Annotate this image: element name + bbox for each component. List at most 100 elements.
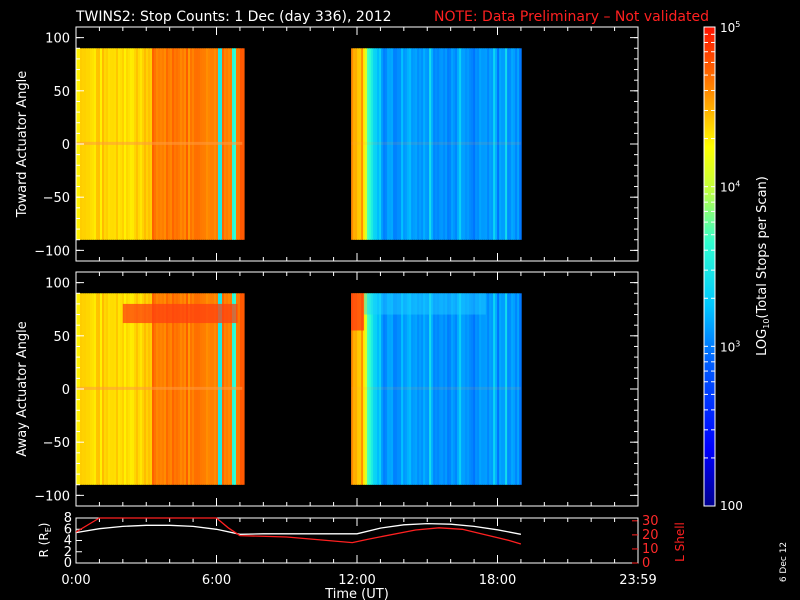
y-tick-label: 2 (64, 545, 72, 560)
heatmap-column (353, 293, 356, 485)
heatmap-column (461, 48, 464, 240)
heatmap-column (445, 293, 448, 485)
heatmap-column (439, 293, 442, 485)
y-tick-label: −50 (43, 191, 70, 206)
heatmap-column (491, 293, 494, 485)
heatmap-column (457, 293, 460, 485)
heatmap-column (475, 293, 478, 485)
zero-band (351, 386, 521, 390)
heatmap-column (455, 48, 458, 240)
heatmap-column (377, 48, 380, 240)
heatmap-column (431, 48, 434, 240)
heatmap-column (427, 48, 430, 240)
heatmap-column (501, 293, 504, 485)
heatmap-toward (76, 48, 522, 240)
heatmap-column (503, 48, 506, 240)
panel-away: 100 50 0 −50 −100 Away Actuator Angle (15, 271, 639, 507)
heatmap-column (351, 48, 354, 240)
y-tick-label: 6 (64, 522, 72, 537)
heatmap-column (519, 48, 522, 240)
heatmap-column (371, 293, 374, 485)
heatmap-column (357, 293, 360, 485)
heatmap-column (455, 293, 458, 485)
heatmap-column (395, 48, 398, 240)
heatmap-column (483, 48, 486, 240)
y-tick-label: 4 (64, 534, 72, 549)
heatmap-column (409, 48, 412, 240)
heatmap-column (445, 48, 448, 240)
heatmap-column (421, 293, 424, 485)
colorbar: 105 104 103 100 LOG10(Total Stops per Scan) (703, 20, 771, 513)
heatmap-column (365, 293, 368, 485)
heatmap-column (413, 48, 416, 240)
heatmap-column (441, 48, 444, 240)
colorbar-tick-label: 104 (720, 180, 740, 195)
heatmap-column (429, 293, 432, 485)
heatmap-column (461, 293, 464, 485)
ylabel-lshell: L Shell (673, 522, 687, 562)
heatmap-column (403, 293, 406, 485)
heatmap-column (405, 293, 408, 485)
y-tick-label: 8 (64, 511, 72, 526)
heatmap-column (467, 293, 470, 485)
heatmap-column (361, 48, 364, 240)
heatmap-column (487, 48, 490, 240)
y-tick-label: 50 (53, 330, 70, 345)
heatmap-column (411, 293, 414, 485)
heatmap-column (465, 48, 468, 240)
heatmap-column (509, 48, 512, 240)
heatmap-column (497, 293, 500, 485)
heatmap-column (387, 293, 390, 485)
heatmap-column (377, 293, 380, 485)
heatmap-column (353, 48, 356, 240)
y-tick-label-right: 10 (642, 542, 659, 557)
heatmap-column (367, 48, 370, 240)
heatmap-column (397, 48, 400, 240)
x-tick-label: 0:00 (61, 573, 90, 588)
heatmap-column (477, 293, 480, 485)
heatmap-column (421, 48, 424, 240)
heatmap-column (389, 48, 392, 240)
heatmap-column (367, 293, 370, 485)
heatmap-column (437, 293, 440, 485)
heatmap-column (519, 293, 522, 485)
heatmap-column (423, 293, 426, 485)
heatmap-column (459, 293, 462, 485)
heatmap-column (389, 293, 392, 485)
heatmap-column (507, 293, 510, 485)
y-tick-label: 0 (64, 556, 72, 571)
heatmap-column (417, 48, 420, 240)
heatmap-column (515, 293, 518, 485)
ylabel-r: R (RE) (37, 523, 53, 558)
heatmap-column (517, 293, 520, 485)
heatmap-column (443, 293, 446, 485)
heatmap-column (401, 48, 404, 240)
heatmap-column (495, 48, 498, 240)
x-tick-label: 6:00 (202, 573, 231, 588)
plot-title: TWINS2: Stop Counts: 1 Dec (day 336), 20… (75, 9, 392, 25)
heatmap-column (463, 48, 466, 240)
heatmap-column (507, 48, 510, 240)
heatmap-column (407, 293, 410, 485)
y-tick-label: 100 (45, 32, 70, 47)
heatmap-column (417, 293, 420, 485)
heatmap-column (469, 48, 472, 240)
heatmap-column (393, 48, 396, 240)
zero-band (351, 141, 521, 145)
heatmap-column (493, 293, 496, 485)
heatmap-column (391, 48, 394, 240)
heatmap-column (355, 293, 358, 485)
heatmap-column (375, 293, 378, 485)
colorbar-tick-label: 105 (720, 20, 740, 35)
heatmap-column (395, 293, 398, 485)
heatmap-column (517, 48, 520, 240)
date-stamp: 6 Dec 12 (779, 542, 789, 582)
heatmap-column (453, 293, 456, 485)
heatmap-column (475, 48, 478, 240)
heatmap-column (477, 48, 480, 240)
heatmap-column (429, 48, 432, 240)
panel-toward-ticks: 100 50 0 −50 −100 (34, 27, 639, 261)
heatmap-column (459, 48, 462, 240)
heatmap-column (449, 293, 452, 485)
